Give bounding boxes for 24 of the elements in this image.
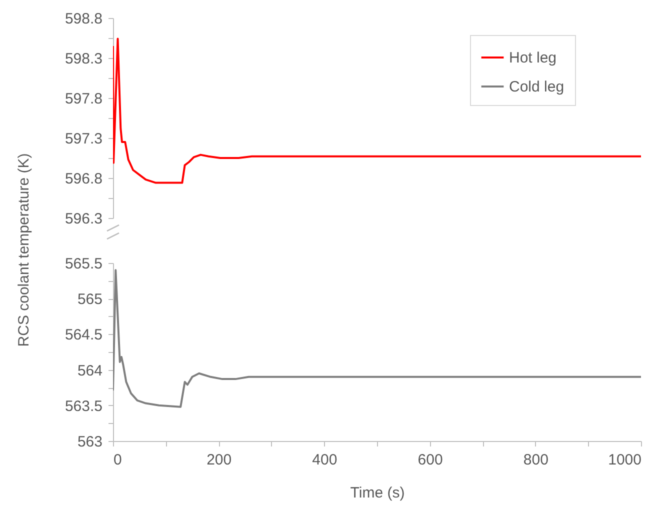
- line-series: [113, 269, 641, 408]
- y-tick-label: 597.8: [64, 90, 102, 108]
- x-tick-label: 600: [418, 452, 443, 468]
- y-axis-title: RCS coolant temperature (K): [16, 153, 32, 347]
- y-tick-label: 564: [77, 362, 102, 380]
- y-tick-label: 565.5: [64, 256, 102, 272]
- y-tick-label: 598.3: [64, 50, 102, 68]
- y-tick-label: 598.8: [64, 10, 102, 28]
- y-tick-label: 597.3: [64, 130, 102, 148]
- x-tick-label: 400: [312, 452, 338, 468]
- x-tick-label: 1000: [608, 452, 642, 468]
- y-tick-label: 596.3: [64, 210, 102, 228]
- x-axis-title: Time (s): [350, 484, 405, 502]
- y-tick-label: 564.5: [64, 326, 102, 344]
- y-tick-label: 563: [77, 434, 102, 450]
- x-tick-label: 800: [523, 452, 548, 468]
- line-series: [113, 38, 641, 184]
- text: Cold leg: [509, 78, 564, 96]
- x-tick-label: 200: [206, 452, 232, 468]
- y-tick-label: 563.5: [64, 398, 102, 415]
- x-tick-label: 0: [114, 452, 122, 468]
- y-tick-label: 596.8: [64, 170, 102, 188]
- legend-label: Hot leg: [509, 50, 557, 66]
- y-tick-label: 565: [77, 291, 102, 308]
